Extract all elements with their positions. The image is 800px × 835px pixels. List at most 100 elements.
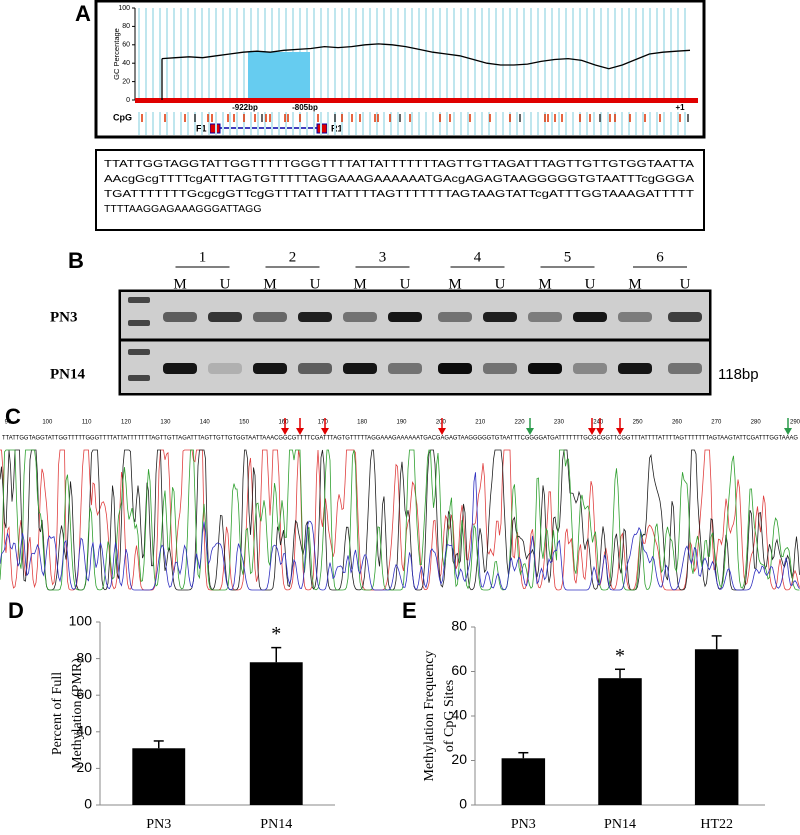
site-arrowhead bbox=[296, 428, 304, 435]
gel-band bbox=[528, 312, 562, 322]
y-tick-label: 80 bbox=[122, 23, 130, 30]
lane-number: 4 bbox=[474, 249, 482, 265]
gel-frame bbox=[118, 289, 712, 396]
ruler-label: 200 bbox=[436, 420, 447, 426]
gel-band bbox=[573, 363, 607, 374]
cpg-label: CpG bbox=[113, 112, 132, 122]
position-label: -805bp bbox=[292, 103, 318, 112]
y-tick-label: 100 bbox=[118, 5, 130, 12]
bar bbox=[501, 758, 546, 805]
gel-band bbox=[438, 312, 472, 322]
gel-band bbox=[208, 312, 242, 322]
position-label: +1 bbox=[675, 103, 685, 112]
gel-band bbox=[343, 363, 377, 374]
ruler-label: 100 bbox=[42, 420, 53, 426]
ruler-label: 220 bbox=[515, 420, 526, 426]
lane-label: U bbox=[220, 276, 231, 292]
ruler-label: 230 bbox=[554, 420, 565, 426]
gc-line bbox=[161, 43, 691, 70]
y-tick-label: 0 bbox=[459, 796, 467, 812]
size-label: 118bp bbox=[718, 366, 759, 383]
position-label: -922bp bbox=[232, 103, 258, 112]
y-tick-label: 20 bbox=[122, 78, 130, 85]
gel-band bbox=[208, 363, 242, 374]
x-tick-label: PN3 bbox=[146, 817, 171, 832]
y-axis-title: Percent of Full bbox=[50, 672, 65, 755]
site-arrowhead bbox=[588, 428, 596, 435]
bar bbox=[694, 649, 739, 805]
ruler-label: 260 bbox=[672, 420, 683, 426]
gel-band bbox=[163, 363, 197, 374]
gel-band bbox=[528, 363, 562, 374]
gel-band bbox=[668, 363, 702, 374]
sequence-line: TTATTGGTAGGTATTGGTTTTTGGGTTTTATTATTTTTTT… bbox=[104, 158, 694, 170]
ladder-band bbox=[128, 320, 150, 326]
y-tick-label: 80 bbox=[451, 618, 467, 634]
ruler-label: 120 bbox=[121, 420, 132, 426]
panel-label: A bbox=[75, 1, 91, 26]
site-arrowhead bbox=[281, 428, 289, 435]
row-label: PN3 bbox=[50, 309, 78, 325]
ruler-label: 150 bbox=[239, 420, 250, 426]
trace bbox=[0, 449, 800, 591]
sequence-line: AAcgGcgTTTTcgATTTAGTGTTTTTAGGAAAGAAAAAAT… bbox=[104, 173, 694, 185]
site-arrowhead bbox=[438, 428, 446, 435]
lane-label: U bbox=[495, 276, 506, 292]
ruler-label: 250 bbox=[633, 420, 644, 426]
ruler-label: 140 bbox=[200, 420, 211, 426]
ruler-label: 270 bbox=[711, 420, 722, 426]
y-axis-title: GC Percentage bbox=[112, 28, 121, 80]
site-arrowhead bbox=[596, 428, 604, 435]
sequence-frame bbox=[95, 149, 705, 231]
ruler-label: 240 bbox=[593, 420, 604, 426]
lane-number: 1 bbox=[199, 249, 207, 265]
ruler-label: 130 bbox=[160, 420, 171, 426]
lane-label: M bbox=[628, 276, 641, 292]
panel-label: E bbox=[402, 598, 417, 623]
gel-band bbox=[388, 312, 422, 322]
y-tick-label: 0 bbox=[84, 796, 92, 812]
lane-label: U bbox=[310, 276, 321, 292]
panel-a-frame bbox=[94, 0, 706, 139]
trace bbox=[0, 472, 800, 591]
site-arrowhead bbox=[616, 428, 624, 435]
sequence-line: TTTTAAGGAGAAAGGGATTAGG bbox=[104, 203, 262, 215]
gel-band bbox=[668, 312, 702, 322]
y-axis-title: Methylation (PMR) bbox=[70, 658, 85, 769]
gel-band bbox=[483, 363, 517, 374]
lane-number: 5 bbox=[564, 249, 572, 265]
y-tick-label: 100 bbox=[69, 613, 93, 629]
primer-label: R1 bbox=[331, 123, 343, 133]
y-tick-label: 0 bbox=[126, 97, 130, 104]
site-arrowhead bbox=[321, 428, 329, 435]
gel-band bbox=[298, 312, 332, 322]
lane-label: M bbox=[173, 276, 186, 292]
y-tick-label: 60 bbox=[122, 42, 130, 49]
ruler-label: 190 bbox=[396, 420, 407, 426]
panel-label: B bbox=[68, 248, 84, 273]
y-tick-label: 60 bbox=[451, 662, 467, 678]
lane-label: U bbox=[400, 276, 411, 292]
gel-bg bbox=[121, 292, 709, 393]
gel-band bbox=[298, 363, 332, 374]
lane-label: M bbox=[353, 276, 366, 292]
y-tick-label: 20 bbox=[451, 751, 467, 767]
y-tick-label: 40 bbox=[122, 60, 130, 67]
gel-band bbox=[253, 312, 287, 322]
lane-number: 3 bbox=[379, 249, 387, 265]
lane-label: U bbox=[585, 276, 596, 292]
lane-label: M bbox=[263, 276, 276, 292]
panel-label: D bbox=[8, 598, 24, 623]
trace bbox=[0, 449, 800, 591]
lane-label: U bbox=[680, 276, 691, 292]
ladder-band bbox=[128, 375, 150, 381]
bar bbox=[132, 748, 186, 805]
ladder-band bbox=[128, 349, 150, 355]
ruler-label: 290 bbox=[790, 420, 800, 426]
x-tick-label: PN14 bbox=[604, 817, 636, 832]
ruler-label: 170 bbox=[318, 420, 329, 426]
y-tick-label: 40 bbox=[451, 707, 467, 723]
significance-mark: * bbox=[615, 645, 625, 667]
y-tick-label: 40 bbox=[76, 723, 92, 739]
